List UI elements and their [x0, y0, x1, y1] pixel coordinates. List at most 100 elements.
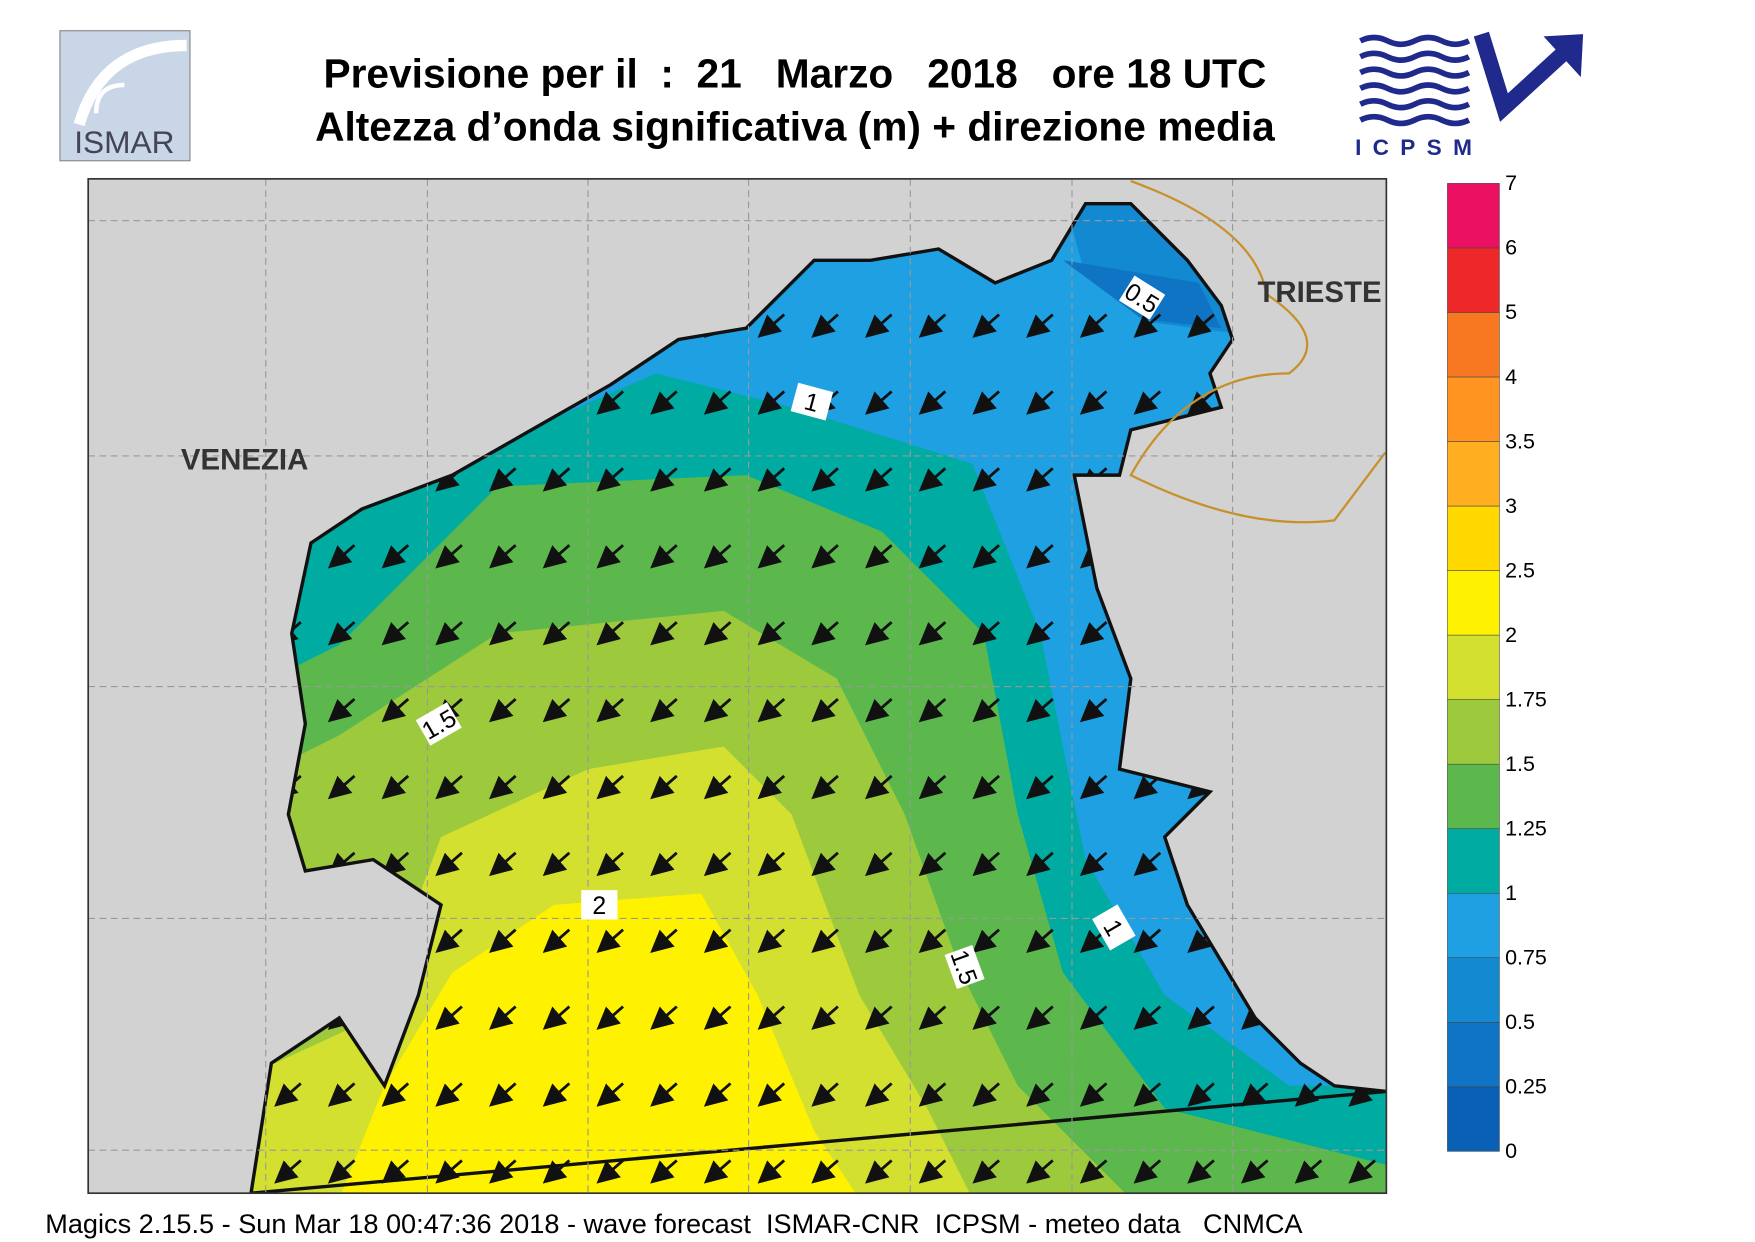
direction-arrow	[918, 1082, 947, 1107]
direction-arrow	[381, 774, 410, 800]
direction-arrow	[327, 621, 356, 646]
direction-arrow	[381, 544, 410, 569]
direction-arrow	[1026, 928, 1054, 953]
direction-arrow	[650, 774, 678, 800]
direction-arrow	[918, 851, 947, 877]
direction-arrow	[381, 1082, 410, 1107]
direction-arrow	[703, 774, 732, 800]
direction-arrow	[1079, 621, 1108, 646]
direction-arrow	[489, 467, 517, 492]
icpsm-logo: ICPSM	[1355, 31, 1584, 160]
direction-arrow	[865, 774, 893, 800]
direction-arrow	[972, 1005, 1000, 1030]
direction-arrow	[650, 621, 678, 646]
direction-arrow	[1133, 313, 1162, 338]
direction-arrow	[1026, 1082, 1054, 1107]
direction-arrow	[757, 851, 786, 877]
place-label: VENEZIA	[181, 443, 308, 476]
direction-arrow	[703, 697, 732, 723]
colorbar-band	[1447, 1022, 1500, 1088]
colorbar-band	[1447, 570, 1500, 636]
label-box	[415, 702, 462, 746]
direction-arrow	[865, 1005, 893, 1030]
colorbar-band	[1447, 183, 1500, 249]
direction-arrow	[1187, 1005, 1215, 1030]
colorbar-label: 6	[1505, 236, 1517, 260]
direction-arrow	[972, 544, 1000, 569]
direction-arrow	[542, 544, 571, 569]
colorbar-band	[1447, 957, 1500, 1023]
label-box	[944, 944, 985, 990]
direction-arrow	[1026, 313, 1054, 338]
direction-arrow	[542, 467, 571, 492]
direction-arrow	[972, 928, 1000, 953]
colorbar-band	[1447, 892, 1500, 959]
direction-arrow	[703, 1082, 732, 1107]
direction-arrow	[1187, 1159, 1215, 1184]
label-box	[1118, 275, 1166, 320]
direction-arrow	[489, 1005, 517, 1030]
direction-arrow	[381, 851, 410, 877]
direction-arrow	[435, 928, 463, 953]
direction-arrow	[703, 544, 732, 569]
direction-arrow	[918, 621, 947, 646]
direction-arrow	[1294, 1082, 1323, 1107]
direction-arrow	[865, 621, 893, 646]
direction-arrow	[596, 544, 625, 569]
direction-arrow	[381, 697, 410, 723]
direction-arrow	[1133, 851, 1162, 877]
direction-arrow	[972, 1159, 1000, 1184]
direction-arrow	[757, 774, 786, 800]
direction-arrow	[811, 544, 839, 569]
coastline	[249, 202, 1387, 1194]
direction-arrow	[918, 697, 947, 723]
direction-arrow	[596, 697, 625, 723]
direction-arrow	[435, 851, 463, 877]
direction-arrow	[865, 544, 893, 569]
direction-arrow	[542, 697, 571, 723]
direction-arrow	[542, 621, 571, 646]
direction-arrow	[811, 851, 839, 877]
place-label: TRIESTE	[1257, 276, 1381, 309]
direction-arrow	[865, 390, 893, 415]
direction-arrow	[757, 390, 786, 415]
direction-arrow	[972, 697, 1000, 723]
direction-arrow	[1133, 1159, 1162, 1184]
direction-arrow	[703, 1005, 732, 1030]
direction-arrow	[327, 544, 356, 569]
colorbar-band	[1447, 312, 1500, 378]
direction-arrow	[703, 1159, 732, 1184]
direction-arrow	[274, 1159, 302, 1184]
direction-arrow	[918, 774, 947, 800]
direction-arrow	[327, 1082, 356, 1107]
direction-arrow	[1079, 390, 1108, 415]
direction-arrow	[489, 544, 517, 569]
direction-arrow	[650, 928, 678, 953]
colorbar-band	[1447, 634, 1500, 700]
contour-label: 1	[1092, 904, 1136, 951]
colorbar-band	[1447, 828, 1500, 894]
direction-arrow	[811, 1005, 839, 1030]
direction-arrow	[435, 1082, 463, 1107]
direction-arrow	[757, 467, 786, 492]
direction-arrow	[489, 774, 517, 800]
direction-arrow	[1133, 1082, 1162, 1107]
colorbar-label: 0.75	[1505, 946, 1547, 970]
colorbar-band	[1447, 247, 1500, 313]
direction-arrow	[596, 1005, 625, 1030]
direction-arrow	[596, 390, 625, 415]
direction-arrow	[703, 621, 732, 646]
direction-arrow	[1079, 697, 1108, 723]
direction-arrow	[757, 1159, 786, 1184]
direction-arrow	[972, 851, 1000, 877]
direction-arrow	[435, 621, 463, 646]
direction-arrow	[596, 621, 625, 646]
colorbar-label: 2.5	[1505, 558, 1535, 582]
direction-arrow	[596, 467, 625, 492]
direction-arrow	[757, 313, 786, 338]
direction-arrow	[542, 928, 571, 953]
direction-arrow	[650, 851, 678, 877]
direction-arrow	[1348, 1159, 1376, 1184]
direction-arrow	[596, 928, 625, 953]
